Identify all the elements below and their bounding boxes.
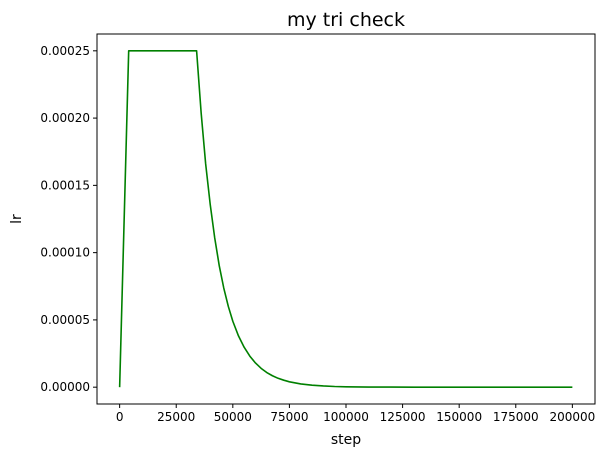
y-tick-label: 0.00015	[40, 178, 90, 192]
x-tick-label: 0	[116, 410, 124, 424]
series-line-0	[118, 50, 573, 388]
y-tick-label: 0.00025	[40, 44, 90, 58]
x-tick-label: 100000	[323, 410, 369, 424]
x-tick-label: 175000	[493, 410, 539, 424]
y-axis-ticks: 0.00000 0.00005 0.00010 0.00015 0.00020 0.000…	[40, 44, 97, 394]
x-tick-label: 25000	[157, 410, 195, 424]
y-axis-label: lr	[9, 214, 25, 224]
x-tick-label: 125000	[380, 410, 426, 424]
series-layer	[118, 50, 573, 388]
y-tick-label: 0.00000	[40, 380, 90, 394]
x-tick-label: 75000	[270, 410, 308, 424]
x-tick-label: 50000	[214, 410, 252, 424]
y-tick-label: 0.00010	[40, 246, 90, 260]
x-axis-label: step	[331, 432, 361, 448]
x-tick-label: 150000	[436, 410, 482, 424]
x-tick-label: 200000	[549, 410, 595, 424]
chart-title: my tri check	[287, 9, 405, 31]
y-tick-label: 0.00005	[40, 313, 90, 327]
x-axis-ticks: 0 25000 50000 75000 100000 125000 150000 175000…	[116, 404, 595, 424]
y-tick-label: 0.00020	[40, 111, 90, 125]
plot-background	[97, 34, 595, 404]
